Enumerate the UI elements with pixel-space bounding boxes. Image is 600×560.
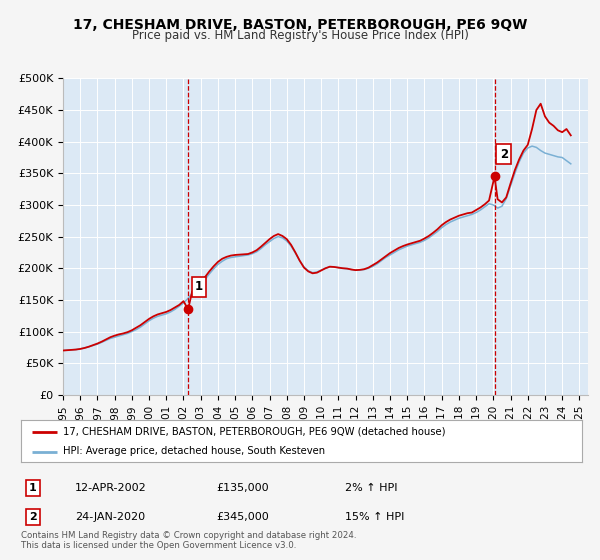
Text: 2% ↑ HPI: 2% ↑ HPI	[345, 483, 398, 493]
Text: Price paid vs. HM Land Registry's House Price Index (HPI): Price paid vs. HM Land Registry's House …	[131, 29, 469, 42]
Text: 17, CHESHAM DRIVE, BASTON, PETERBOROUGH, PE6 9QW (detached house): 17, CHESHAM DRIVE, BASTON, PETERBOROUGH,…	[63, 427, 446, 437]
Text: £135,000: £135,000	[216, 483, 269, 493]
Text: 17, CHESHAM DRIVE, BASTON, PETERBOROUGH, PE6 9QW: 17, CHESHAM DRIVE, BASTON, PETERBOROUGH,…	[73, 18, 527, 32]
Text: 2: 2	[500, 147, 508, 161]
Text: 15% ↑ HPI: 15% ↑ HPI	[345, 512, 404, 522]
Text: 24-JAN-2020: 24-JAN-2020	[75, 512, 145, 522]
Text: £345,000: £345,000	[216, 512, 269, 522]
Text: 2: 2	[29, 512, 37, 522]
Text: Contains HM Land Registry data © Crown copyright and database right 2024.
This d: Contains HM Land Registry data © Crown c…	[21, 530, 356, 550]
Text: 12-APR-2002: 12-APR-2002	[75, 483, 147, 493]
Text: HPI: Average price, detached house, South Kesteven: HPI: Average price, detached house, Sout…	[63, 446, 325, 456]
Text: 1: 1	[29, 483, 37, 493]
Text: 1: 1	[195, 281, 203, 293]
